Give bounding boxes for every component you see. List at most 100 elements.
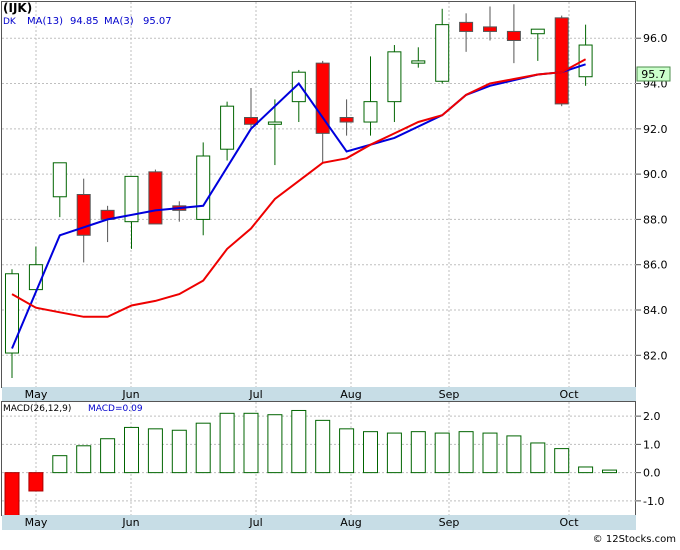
macd-x-tick-label: Aug [340, 516, 361, 529]
candle-body [5, 273, 19, 354]
price-x-tick-label: Oct [559, 388, 579, 401]
candle [339, 99, 354, 136]
corner-tag: DK [3, 17, 17, 27]
candle [52, 162, 67, 218]
price-x-axis-band [2, 387, 636, 401]
candle [76, 178, 91, 263]
macd-bar [506, 435, 522, 474]
price-x-tick-label: Aug [340, 388, 361, 401]
macd-x-axis-band [2, 515, 636, 530]
candle-body [506, 30, 521, 41]
candle [363, 56, 378, 136]
ma13-value: 94.85 [70, 16, 99, 27]
candle [387, 45, 402, 123]
macd-bar [434, 432, 450, 474]
macd-bar [482, 432, 498, 474]
price-x-tick-label: May [25, 388, 48, 401]
macd-bar [195, 422, 211, 474]
macd-bar [267, 414, 283, 474]
price-y-tick-label: 88.0 [643, 213, 668, 226]
candle [506, 4, 521, 64]
candle-body [267, 121, 282, 125]
macd-bar [386, 432, 402, 474]
macd-label: MACD(26,12,9) [3, 404, 71, 414]
price-y-tick-label: 92.0 [643, 123, 668, 136]
candle [124, 175, 139, 249]
macd-bar [124, 426, 139, 474]
candle-body [28, 264, 43, 291]
price-x-tick-label: Sep [439, 388, 460, 401]
ma3-label: MA(3) [104, 16, 134, 27]
candle-body [387, 51, 402, 103]
price-x-axis: May Jun Jul Aug Sep Oct [25, 388, 580, 401]
candle-body [76, 194, 91, 236]
candle [530, 28, 545, 61]
candle-body [578, 44, 593, 78]
candle [5, 269, 19, 378]
ma3-line [11, 58, 587, 318]
candle [459, 13, 474, 52]
copyright-credit: © 12Stocks.com [593, 534, 676, 545]
price-y-tick-label: 86.0 [643, 259, 668, 272]
candle-body [52, 162, 67, 198]
macd-bar [76, 445, 92, 474]
price-y-tick-label: 84.0 [643, 304, 668, 317]
macd-x-tick-label: Sep [439, 516, 460, 529]
candle [315, 60, 330, 163]
candle [244, 88, 258, 129]
candles [5, 4, 593, 378]
price-x-tick-label: Jun [121, 388, 139, 401]
macd-bar [602, 469, 617, 474]
candle-body [220, 105, 235, 150]
candle-body [196, 155, 211, 220]
last-price-tag [636, 66, 671, 82]
macd-x-tick-label: Jun [121, 516, 139, 529]
candle [196, 142, 211, 236]
macd-x-axis: May Jun Jul Aug Sep Oct [25, 516, 580, 529]
candle [411, 47, 426, 68]
candle-body [435, 24, 450, 82]
candle-body [363, 101, 378, 123]
price-x-tick-label: Jul [248, 388, 262, 401]
macd-bar [243, 412, 259, 474]
macd-bar [458, 431, 474, 474]
macd-y-tick-label: 2.0 [643, 410, 661, 423]
macd-bar [147, 428, 163, 474]
macd-bar [28, 472, 44, 492]
candle [291, 69, 306, 123]
ma13-label: MA(13) [27, 16, 63, 27]
candle-body [148, 171, 163, 225]
macd-y-axis: 2.0 1.0 0.0 -1.0 [636, 410, 664, 508]
macd-y-tick-label: 1.0 [643, 438, 661, 451]
macd-bar [578, 466, 594, 474]
candle [483, 6, 497, 41]
price-y-tick-label: 82.0 [643, 349, 668, 362]
macd-y-tick-label: -1.0 [643, 495, 664, 508]
candle [578, 24, 593, 86]
candle-body [411, 60, 426, 64]
candle-body [124, 175, 139, 223]
candle-body [315, 62, 330, 134]
macd-bar [4, 472, 20, 522]
candle-body [244, 117, 258, 125]
macd-bar [52, 455, 68, 474]
macd-bar [100, 438, 116, 474]
macd-bar [363, 431, 378, 474]
candle-body [530, 28, 545, 35]
candle [554, 15, 569, 107]
macd-bar [339, 428, 355, 474]
candle-body [291, 71, 306, 103]
price-y-tick-label: 90.0 [643, 168, 668, 181]
candle [267, 99, 282, 166]
macd-x-tick-label: May [25, 516, 48, 529]
macd-bar [554, 448, 570, 474]
macd-bar [410, 431, 426, 474]
candle-body [554, 17, 569, 105]
macd-bar [315, 419, 331, 474]
price-y-tick-label: 96.0 [643, 32, 668, 45]
macd-value-label: MACD=0.09 [88, 404, 143, 414]
symbol-title: (IJK) [3, 1, 32, 15]
candle [148, 169, 163, 225]
